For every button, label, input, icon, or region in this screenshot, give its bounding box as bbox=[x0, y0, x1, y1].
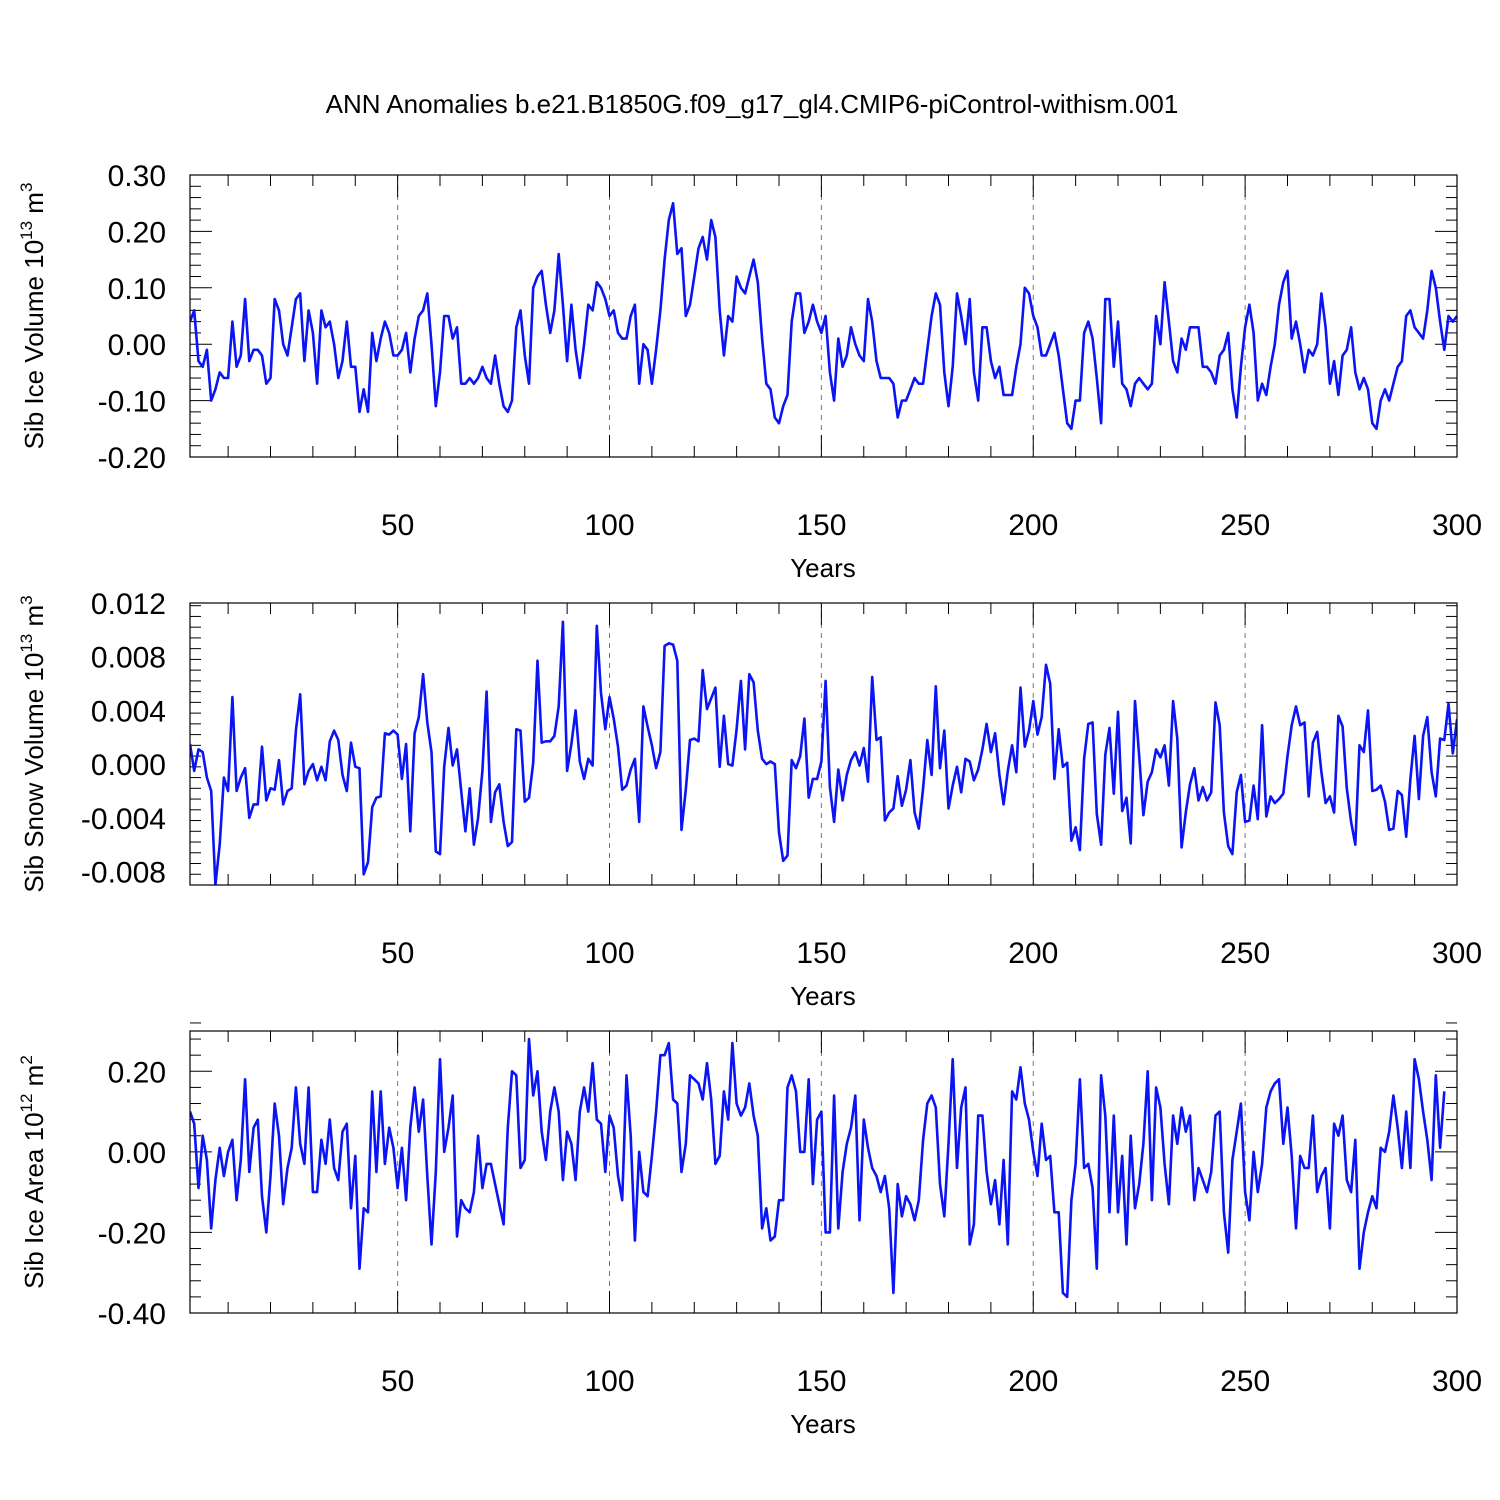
panel-2: -0.008 -0.004 0.000 0.004 0.008 0.012 50 100 150… bbox=[17, 588, 1482, 1011]
x-tick-label: 200 bbox=[1008, 509, 1058, 542]
y-tick-label: 0.012 bbox=[91, 588, 166, 621]
y-tick-label: 0.20 bbox=[108, 1056, 166, 1089]
y-tick-label: -0.10 bbox=[98, 386, 166, 419]
x-tick-label: 300 bbox=[1432, 1365, 1482, 1398]
panel-1: -0.20 -0.10 0.00 0.10 0.20 0.30 50 100 150 200 250… bbox=[17, 160, 1482, 583]
x-tick-label: 100 bbox=[584, 509, 634, 542]
data-line bbox=[190, 1037, 1446, 1299]
x-tick-label: 100 bbox=[584, 1365, 634, 1398]
plot-frame bbox=[189, 174, 1458, 458]
x-tick-label: 50 bbox=[381, 1365, 414, 1398]
x-tick-label: 250 bbox=[1220, 509, 1270, 542]
figure-title: ANN Anomalies b.e21.B1850G.f09_g17_gl4.C… bbox=[326, 89, 1179, 119]
x-tick-label: 50 bbox=[381, 509, 414, 542]
x-tick-label: 200 bbox=[1008, 937, 1058, 970]
x-tick-label: 150 bbox=[796, 1365, 846, 1398]
x-axis-label: Years bbox=[790, 1409, 856, 1439]
y-tick-label: 0.004 bbox=[91, 695, 166, 728]
x-tick-label: 300 bbox=[1432, 937, 1482, 970]
y-tick-label: 0.30 bbox=[108, 160, 166, 193]
x-tick-label: 300 bbox=[1432, 509, 1482, 542]
data-line bbox=[190, 201, 1457, 431]
x-tick-label: 50 bbox=[381, 937, 414, 970]
y-tick-label: 0.000 bbox=[91, 749, 166, 782]
y-tick-label: 0.008 bbox=[91, 642, 166, 675]
plot-frame bbox=[189, 1030, 1458, 1314]
x-axis-label: Years bbox=[790, 553, 856, 583]
y-tick-label: 0.10 bbox=[108, 273, 166, 306]
y-tick-label: -0.20 bbox=[98, 1217, 166, 1250]
y-tick-label: -0.40 bbox=[98, 1298, 166, 1331]
x-tick-label: 250 bbox=[1220, 1365, 1270, 1398]
y-tick-label: -0.008 bbox=[81, 857, 166, 890]
x-tick-label: 150 bbox=[796, 509, 846, 542]
y-tick-label: 0.20 bbox=[108, 216, 166, 249]
x-axis-label: Years bbox=[790, 981, 856, 1011]
panel-3: -0.40 -0.20 0.00 0.20 50 100 150 200 250 300 Years… bbox=[17, 1022, 1482, 1439]
y-tick-label: 0.00 bbox=[108, 329, 166, 362]
x-tick-label: 150 bbox=[796, 937, 846, 970]
x-tick-label: 200 bbox=[1008, 1365, 1058, 1398]
data-line bbox=[190, 620, 1457, 885]
plot-frame bbox=[189, 602, 1458, 886]
x-tick-label: 250 bbox=[1220, 937, 1270, 970]
y-tick-label: -0.20 bbox=[98, 442, 166, 475]
panels: -0.20 -0.10 0.00 0.10 0.20 0.30 50 100 150 200 250… bbox=[17, 160, 1482, 1439]
y-tick-label: 0.00 bbox=[108, 1137, 166, 1170]
x-tick-label: 100 bbox=[584, 937, 634, 970]
y-tick-label: -0.004 bbox=[81, 803, 166, 836]
y-axis-label: Sib Ice Volume 1013 m3 bbox=[17, 183, 49, 450]
y-axis-label: Sib Snow Volume 1013 m3 bbox=[17, 595, 49, 892]
y-axis-label: Sib Ice Area 1012 m2 bbox=[17, 1055, 49, 1289]
